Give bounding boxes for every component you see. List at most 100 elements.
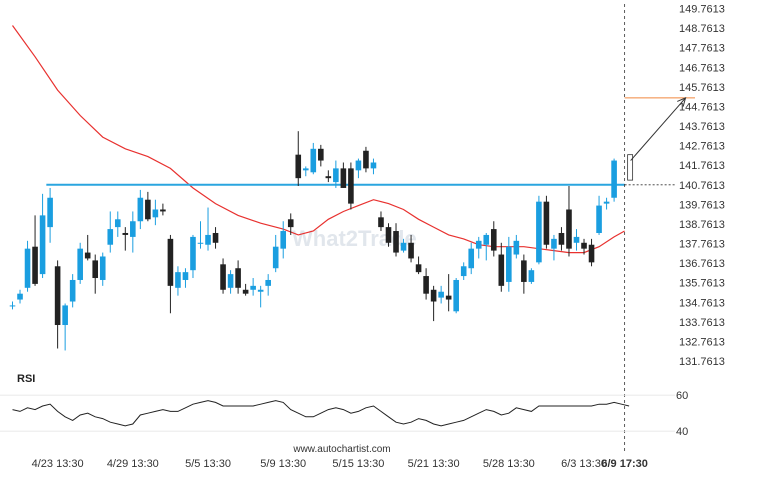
rsi-line: [12, 400, 630, 427]
event-time-label: 6/9 17:30: [601, 458, 647, 470]
time-tick-label: 5/9 13:30: [260, 458, 306, 470]
candle-bullish: [250, 285, 256, 290]
candle-bearish: [340, 168, 347, 188]
candle-bearish: [408, 242, 414, 259]
candle-bullish: [468, 248, 475, 269]
rsi-panel: RSI: [0, 373, 675, 432]
time-tick-label: 5/5 13:30: [185, 458, 231, 470]
price-tick-label: 131.7613: [679, 356, 725, 368]
candle-bullish: [62, 305, 68, 326]
candle-bullish: [460, 266, 467, 277]
candle-bullish: [280, 231, 287, 249]
candle-bearish: [521, 260, 527, 282]
candle-bullish: [438, 291, 444, 298]
price-tick-label: 145.7613: [679, 82, 725, 94]
candle-bearish: [415, 264, 422, 273]
candle-bearish: [295, 154, 302, 179]
candles-layer: [9, 131, 617, 351]
candle-bearish: [490, 229, 497, 251]
price-tick-label: 149.7613: [679, 4, 725, 16]
candle-bearish: [325, 176, 332, 179]
candle-bullish: [107, 229, 114, 245]
candle-bearish: [543, 201, 550, 245]
time-tick-label: 4/29 13:30: [107, 458, 159, 470]
candle-bullish: [596, 205, 602, 233]
candle-bullish: [310, 148, 317, 173]
price-tick-label: 137.7613: [679, 239, 725, 251]
candle-bullish: [182, 272, 189, 280]
candle-bullish: [603, 201, 610, 204]
rsi-axis: 60 40: [676, 390, 688, 438]
candle-bearish: [160, 209, 166, 212]
price-tick-label: 147.7613: [679, 43, 725, 55]
candle-bullish: [205, 234, 211, 245]
candle-bearish: [167, 238, 174, 286]
candle-bullish: [551, 238, 557, 249]
price-tick-label: 136.7613: [679, 258, 725, 270]
candle-bullish: [24, 248, 31, 288]
candle-bearish: [242, 289, 249, 294]
candle-bullish: [227, 274, 234, 288]
candle-bearish: [498, 254, 505, 286]
time-tick-label: 5/28 13:30: [483, 458, 535, 470]
candle-bearish: [122, 232, 129, 235]
candle-bearish: [430, 289, 437, 302]
time-tick-label: 6/3 13:30: [561, 458, 607, 470]
price-tick-label: 134.7613: [679, 297, 725, 309]
source-credit: www.autochartist.com: [292, 444, 390, 455]
candle-bullish: [333, 168, 339, 183]
candle-bullish: [528, 270, 535, 282]
candle-bullish: [190, 236, 196, 271]
candle-bullish: [197, 242, 204, 244]
candle-bullish: [17, 293, 23, 300]
price-tick-label: 132.7613: [679, 336, 725, 348]
candle-bullish: [77, 248, 83, 280]
candle-bearish: [220, 264, 226, 290]
candle-bullish: [265, 279, 271, 286]
candle-bullish: [47, 197, 53, 228]
rsi-tick-label: 60: [676, 390, 688, 402]
price-tick-label: 146.7613: [679, 62, 725, 74]
candle-bullish: [39, 215, 46, 275]
candle-bearish: [378, 217, 384, 228]
rsi-tick-label: 40: [676, 426, 688, 438]
candle-bearish: [393, 231, 399, 253]
candle-bullish: [611, 160, 617, 198]
candle-bullish: [152, 209, 159, 218]
candle-bearish: [235, 268, 241, 288]
time-tick-label: 5/21 13:30: [408, 458, 460, 470]
time-tick-label: 4/23 13:30: [32, 458, 84, 470]
candle-bearish: [92, 260, 99, 279]
candle-bullish: [302, 168, 309, 171]
candle-bearish: [581, 242, 587, 249]
price-tick-label: 143.7613: [679, 121, 725, 133]
price-tick-label: 140.7613: [679, 180, 725, 192]
candle-bullish: [257, 289, 264, 292]
time-axis: 4/23 13:30 4/29 13:30 5/5 13:30 5/9 13:30 5/…: [32, 458, 648, 470]
candle-bullish: [483, 234, 490, 245]
forecast-arrow-line: [630, 97, 686, 161]
time-tick-label: 5/15 13:30: [332, 458, 384, 470]
candle-bearish: [423, 276, 429, 294]
candle-bearish: [54, 266, 61, 326]
candle-bearish: [588, 244, 595, 263]
candle-bullish: [400, 242, 407, 251]
forecast-arrow-head: [677, 97, 687, 107]
candle-bearish: [84, 252, 91, 259]
price-tick-label: 133.7613: [679, 317, 725, 329]
price-tick-label: 135.7613: [679, 278, 725, 290]
price-tick-label: 138.7613: [679, 219, 725, 231]
price-tick-label: 142.7613: [679, 141, 725, 153]
candle-bullish: [69, 279, 76, 302]
price-tick-label: 144.7613: [679, 101, 725, 113]
candle-bullish: [370, 162, 377, 169]
candle-bullish: [506, 246, 512, 282]
candle-bullish: [355, 160, 362, 171]
price-axis: 149.7613 148.7613 147.7613 146.7613 145.7613…: [679, 4, 725, 368]
forecast-box: [627, 154, 634, 181]
candle-bearish: [212, 232, 219, 243]
candle-bearish: [385, 227, 392, 243]
forecast-annotation-layer: [624, 97, 695, 181]
